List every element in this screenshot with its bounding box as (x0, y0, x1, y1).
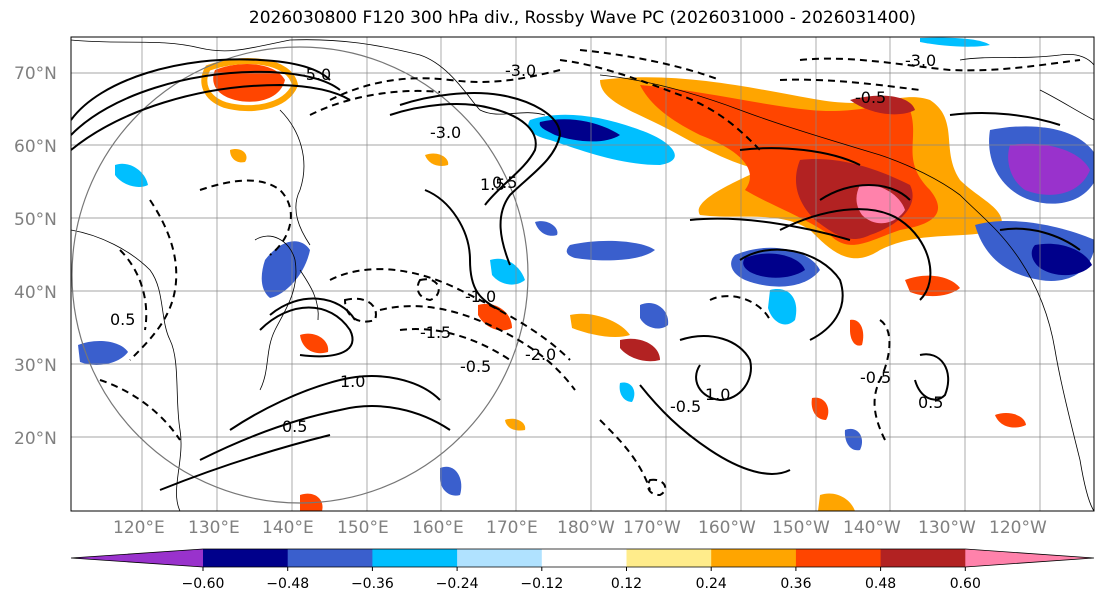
positive-divergence-area (620, 338, 660, 362)
contour-label: 1.5 (480, 175, 505, 194)
lon-label: 180°W (557, 518, 615, 538)
map-border (70, 36, 1095, 512)
lat-label: 60°N (14, 137, 57, 157)
negative-divergence-area (566, 240, 655, 261)
contour-label: 0.5 (282, 417, 307, 436)
lat-label: 40°N (14, 283, 57, 303)
negative-divergence-area (261, 241, 310, 298)
contour-label: 0.5 (110, 310, 135, 329)
positive-divergence-area (505, 418, 526, 431)
lon-label: 160°W (698, 518, 756, 538)
contour-label: -0.5 (860, 368, 891, 387)
positive-divergence-area (201, 58, 299, 112)
contour-label: -1.0 (465, 287, 496, 306)
lon-label: 160°E (412, 518, 464, 538)
positive-divergence-area (570, 313, 630, 338)
contour-label: 0.5 (492, 173, 517, 192)
colorbar-tick-label: −0.36 (351, 576, 394, 592)
lat-label: 70°N (14, 64, 57, 84)
colorbar-segment (287, 549, 373, 567)
colorbar-tick-label: 0.36 (780, 576, 811, 592)
lat-label: 20°N (14, 429, 57, 449)
positive-contours (71, 58, 1081, 491)
negative-divergence-area (768, 289, 797, 325)
negative-divergence-area (920, 37, 990, 47)
contour-label: 1.0 (340, 372, 365, 391)
positive-divergence-area (230, 149, 247, 163)
contour-label: -3.0 (905, 51, 936, 70)
reference-circle (71, 46, 529, 504)
colorbar-segment (372, 549, 458, 567)
contour-label: -5.0 (300, 65, 331, 84)
lon-label: 150°W (772, 518, 830, 538)
contour-label: -0.5 (855, 88, 886, 107)
colorbar-segment (203, 549, 289, 567)
colorbar-segment (626, 549, 712, 567)
negative-divergence-area (619, 382, 635, 402)
negative-divergence-area (440, 466, 462, 496)
colorbar-segment (71, 549, 203, 567)
colorbar-tick-label: −0.48 (266, 576, 309, 592)
lon-label: 120°W (989, 518, 1047, 538)
positive-divergence-area (300, 333, 329, 354)
colorbar-segment (457, 549, 543, 567)
colorbar-tick-label: −0.12 (520, 576, 563, 592)
map-panel (71, 37, 1094, 511)
positive-divergence-area (425, 153, 449, 166)
lon-label: 140°W (843, 518, 901, 538)
colorbar-segment (711, 549, 797, 567)
colorbar: −0.60 −0.48 −0.36 −0.24 −0.12 0.12 0.24 0.36 0.4… (70, 548, 1095, 592)
positive-divergence-area (856, 184, 905, 224)
positive-divergence-area (850, 95, 915, 115)
negative-divergence-area (78, 340, 128, 365)
coastlines (71, 39, 1094, 511)
lon-label: 140°E (262, 518, 314, 538)
colorbar-segment (880, 549, 966, 567)
negative-divergence-area (115, 163, 148, 187)
colorbar-segment (541, 549, 627, 567)
longitude-labels: 120°E 130°E 140°E 150°E 160°E 170°E 180°… (113, 518, 1047, 538)
negative-divergence-area (743, 253, 805, 278)
colorbar-tick-label: −0.60 (182, 576, 225, 592)
colorbar-tick-label: 0.12 (611, 576, 642, 592)
colorbar-tick-label: 0.48 (865, 576, 896, 592)
lon-label: 150°E (337, 518, 389, 538)
negative-divergence-area (535, 221, 558, 236)
contour-label: -2.0 (525, 345, 556, 364)
negative-divergence-area (640, 302, 669, 329)
lat-label: 30°N (14, 356, 57, 376)
colorbar-tick-label: 0.24 (696, 576, 727, 592)
lat-label: 50°N (14, 210, 57, 230)
contour-label: -3.0 (505, 61, 536, 80)
negative-divergence-area (1031, 243, 1092, 276)
colorbar-segment (965, 549, 1094, 567)
contour-label: 1.0 (705, 385, 730, 404)
negative-divergence-area (1008, 143, 1090, 195)
contour-label: -3.0 (430, 123, 461, 142)
positive-divergence-area (850, 319, 864, 346)
colorbar-tick-label: −0.24 (436, 576, 479, 592)
contour-label: -1.5 (420, 323, 451, 342)
lon-label: 120°E (113, 518, 165, 538)
positive-divergence-area (995, 413, 1026, 428)
contour-label: -0.5 (460, 357, 491, 376)
contour-label: 0.5 (918, 393, 943, 412)
map-title: 2026030800 F120 300 hPa div., Rossby Wav… (248, 8, 917, 28)
lon-label: 170°W (623, 518, 681, 538)
colorbar-tick-label: 0.60 (950, 576, 981, 592)
divergence-shading (78, 37, 1094, 511)
colorbar-segment (795, 549, 882, 567)
negative-contours (99, 49, 1081, 497)
lon-label: 130°E (188, 518, 240, 538)
contour-labels: -5.0 -3.0 -3.0 0.5 1.5 -1.0 -1.5 -2.0 -0… (110, 51, 943, 436)
lon-label: 170°E (486, 518, 538, 538)
contour-label: -0.5 (670, 397, 701, 416)
negative-divergence-area (844, 428, 863, 451)
positive-divergence-area (818, 493, 855, 511)
latitude-labels: 70°N 60°N 50°N 40°N 30°N 20°N (14, 64, 57, 449)
lon-label: 130°W (918, 518, 976, 538)
